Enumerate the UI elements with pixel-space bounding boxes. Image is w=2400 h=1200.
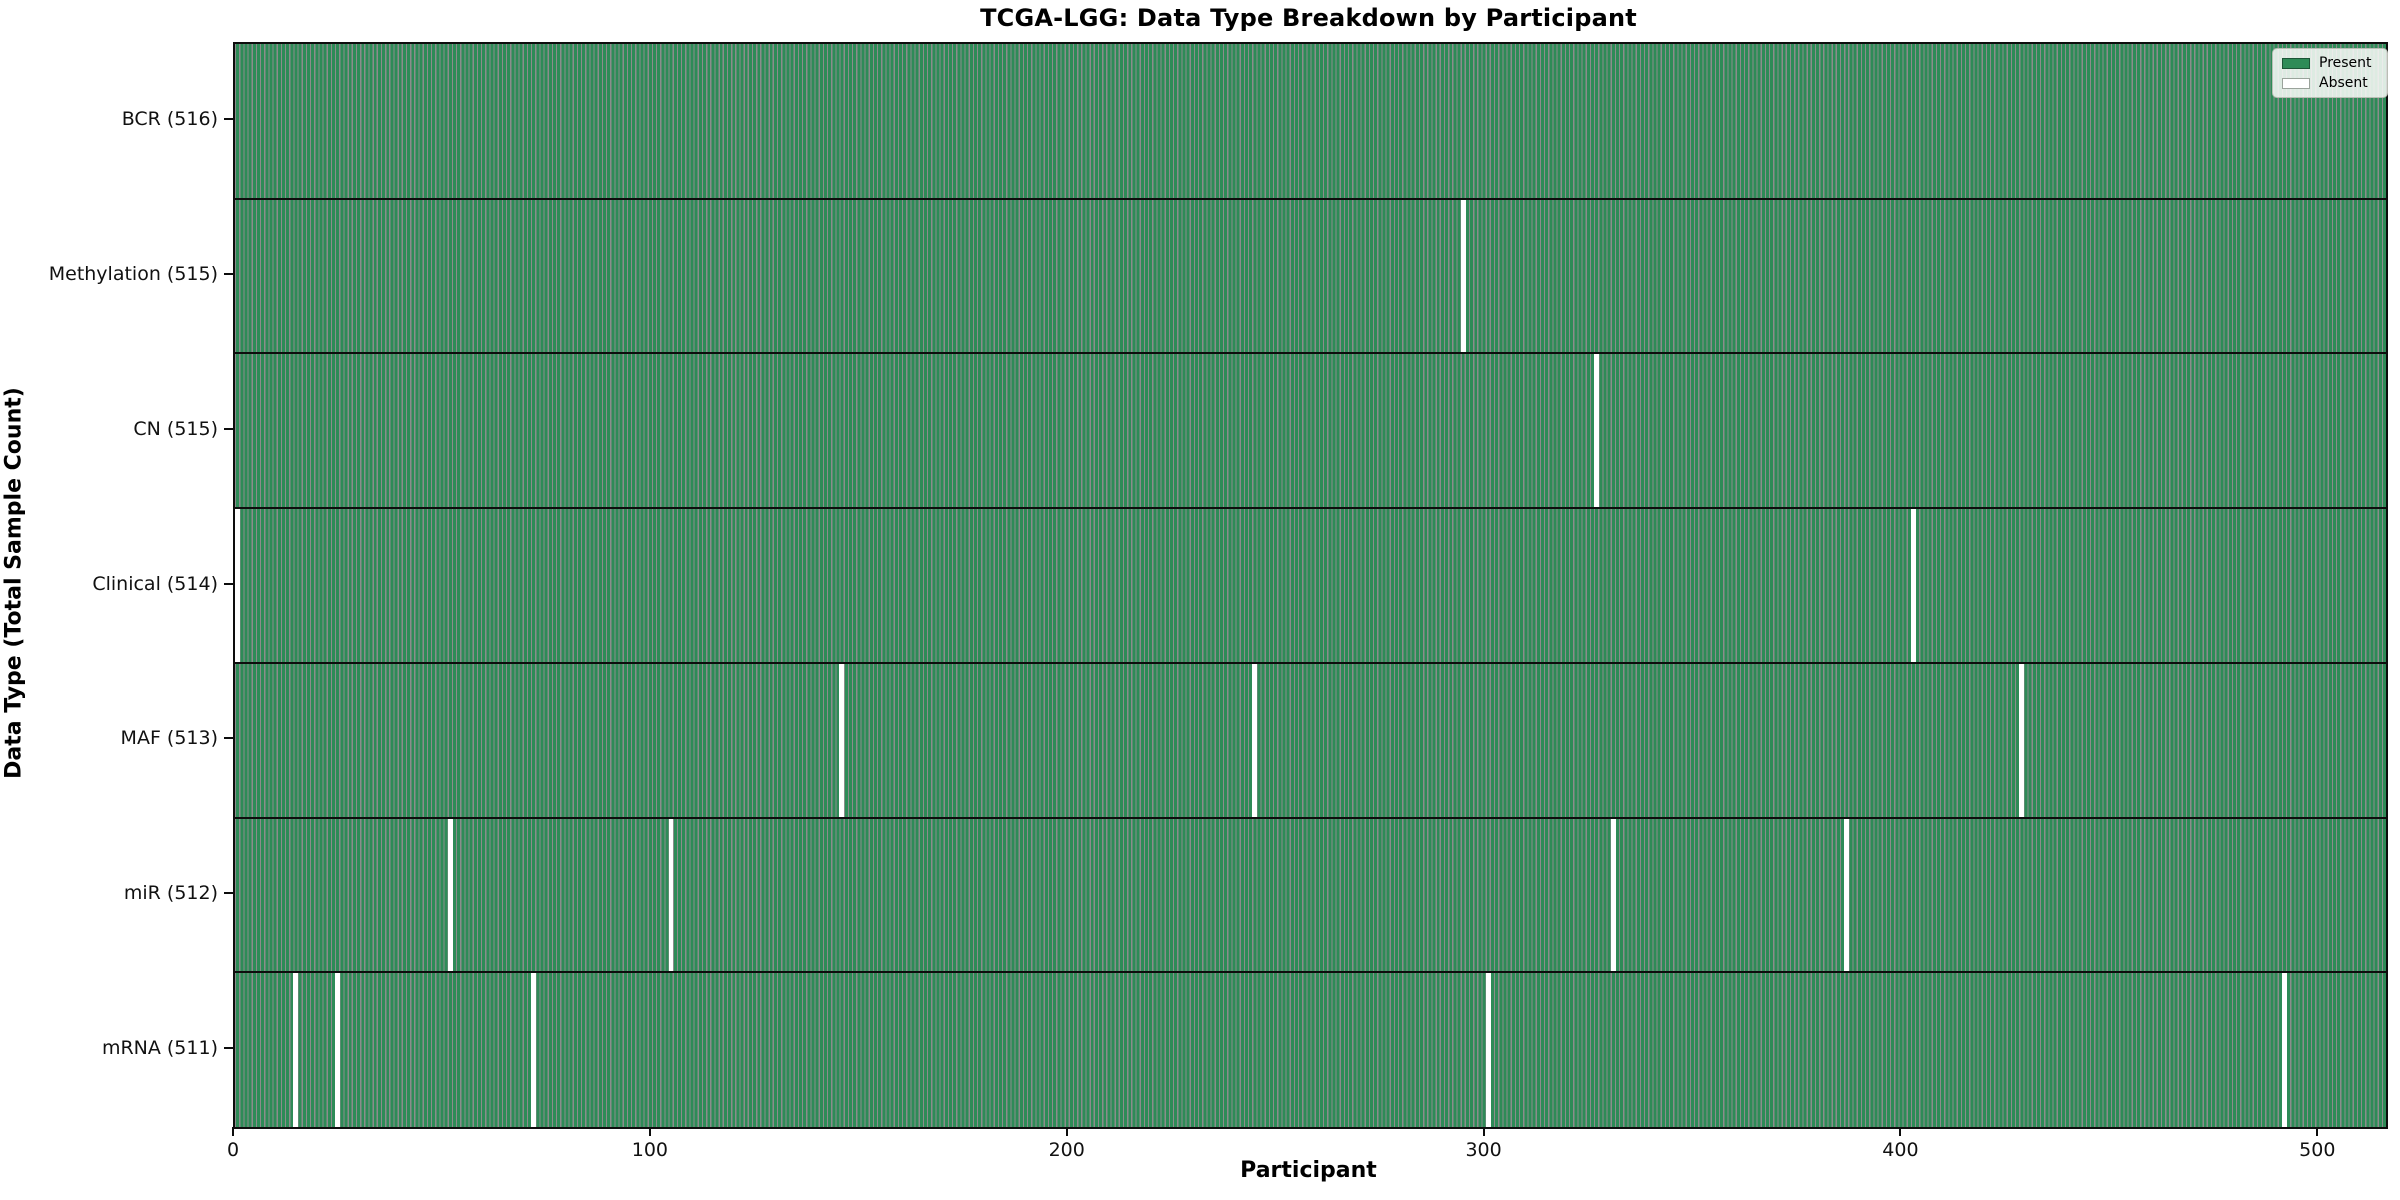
absent-gap [335, 972, 340, 1127]
absent-gap [1610, 817, 1616, 973]
x-axis-label: Participant [1240, 1158, 1377, 1183]
chart-title: TCGA-LGG: Data Type Breakdown by Partici… [980, 4, 1637, 32]
y-tick-mark [224, 427, 233, 430]
absent-gap [839, 662, 845, 818]
legend-entry-absent: Absent [2282, 76, 2378, 90]
y-tick-label: miR (512) [123, 881, 218, 904]
absent-gap [1252, 662, 1258, 818]
absent-gap [1910, 508, 1916, 663]
x-tick-mark [1482, 1127, 1485, 1136]
x-tick-mark [1065, 1127, 1068, 1136]
y-tick-label: mRNA (511) [101, 1036, 218, 1059]
y-tick-label: CN (515) [133, 417, 218, 440]
x-tick-mark [648, 1127, 651, 1136]
x-tick-label: 0 [226, 1139, 240, 1161]
x-tick-label: 500 [2299, 1139, 2336, 1161]
row-separator [235, 197, 2386, 200]
row-separator [235, 816, 2386, 819]
x-tick-label: 300 [1465, 1139, 1502, 1161]
absent-gap [2019, 662, 2025, 818]
y-tick-mark [224, 273, 233, 276]
x-tick-label: 400 [1882, 1139, 1919, 1161]
absent-gap [1593, 353, 1599, 509]
y-tick-mark [224, 118, 233, 121]
x-tick-label: 100 [631, 1139, 668, 1161]
y-tick-label: MAF (513) [120, 727, 218, 750]
y-tick-mark [224, 582, 233, 585]
absent-gap [235, 508, 240, 663]
absent-gap [1844, 817, 1850, 973]
row-separator [235, 971, 2386, 974]
row-band [235, 662, 2386, 818]
y-tick-mark [224, 891, 233, 894]
absent-gap [1485, 972, 1491, 1127]
absent-gap [530, 972, 536, 1127]
y-tick-mark [224, 737, 233, 740]
legend-swatch-present-icon [2282, 57, 2310, 69]
row-band [235, 508, 2386, 663]
legend-swatch-absent-icon [2282, 77, 2310, 89]
x-tick-mark [1899, 1127, 1902, 1136]
absent-gap [2281, 972, 2287, 1127]
absent-gap [668, 817, 674, 973]
absent-gap [1460, 198, 1466, 354]
x-tick-mark [2316, 1127, 2319, 1136]
row-separator [235, 661, 2386, 664]
legend-label-absent: Absent [2319, 75, 2368, 91]
row-separator [235, 352, 2386, 355]
row-band [235, 817, 2386, 973]
legend-entry-present: Present [2282, 56, 2378, 70]
row-separator [235, 507, 2386, 510]
y-tick-label: Methylation (515) [48, 263, 218, 286]
absent-gap [447, 817, 453, 973]
absent-gap [293, 972, 299, 1127]
row-band [235, 353, 2386, 509]
plot-area [233, 42, 2388, 1129]
legend: Present Absent [2272, 48, 2388, 98]
y-tick-label: BCR (516) [121, 108, 218, 131]
row-band [235, 972, 2386, 1127]
legend-label-present: Present [2319, 55, 2372, 71]
x-tick-label: 200 [1048, 1139, 1085, 1161]
x-tick-mark [232, 1127, 234, 1136]
y-tick-label: Clinical (514) [92, 572, 218, 595]
y-tick-mark [224, 1046, 233, 1049]
row-band [235, 198, 2386, 354]
row-band [235, 44, 2386, 199]
